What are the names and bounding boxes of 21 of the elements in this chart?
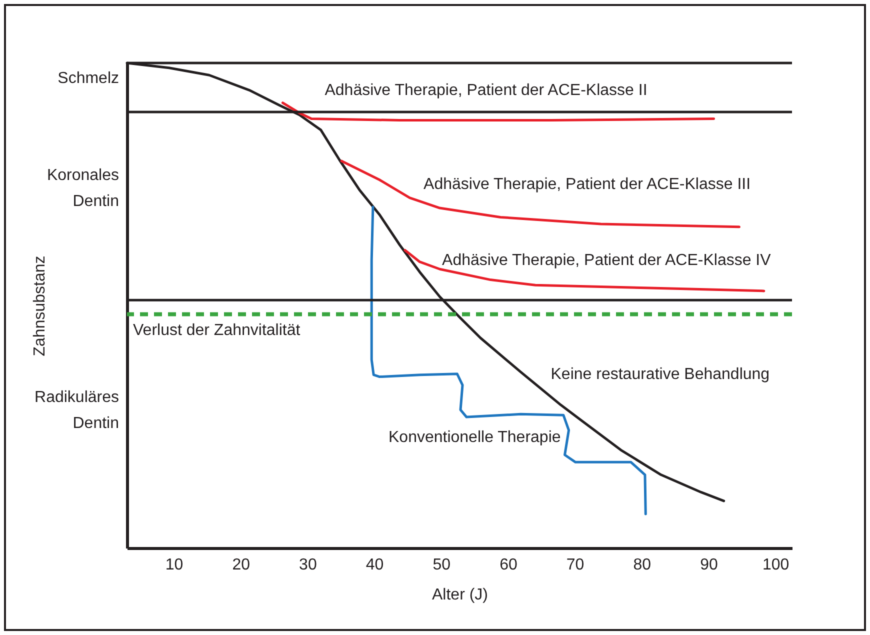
x-axis-title: Alter (J) — [432, 586, 488, 604]
x-tick-label: 40 — [366, 556, 384, 574]
x-tick-label: 70 — [566, 556, 584, 574]
series-label: Adhäsive Therapie, Patient der ACE-Klasse IV — [442, 252, 772, 270]
x-tick-label: 50 — [432, 556, 451, 574]
x-tick-label: 100 — [762, 556, 790, 574]
series-label: Adhäsive Therapie, Patient der ACE-Klasse II — [324, 82, 648, 99]
y-axis-title: Zahnsubstanz — [32, 256, 48, 356]
series-label: Konventionelle Therapie — [388, 429, 561, 446]
ref-line-label: Verlust der Zahnvitalität — [133, 322, 301, 340]
x-tick-label: 20 — [232, 556, 250, 574]
x-tick-label: 60 — [500, 556, 518, 574]
series-label: Keine restaurative Behandlung — [550, 366, 770, 383]
text: Radikuläres Dentin — [34, 389, 119, 432]
text: Schmelz — [58, 70, 119, 87]
series-label: Adhäsive Therapie, Patient der ACE-Klasse III — [424, 176, 751, 193]
x-tick-label: 90 — [700, 556, 718, 574]
text: Koronales Dentin — [46, 167, 119, 210]
x-tick-label: 10 — [165, 556, 184, 574]
x-tick-label: 30 — [299, 556, 317, 574]
x-tick-label: 80 — [633, 556, 652, 574]
